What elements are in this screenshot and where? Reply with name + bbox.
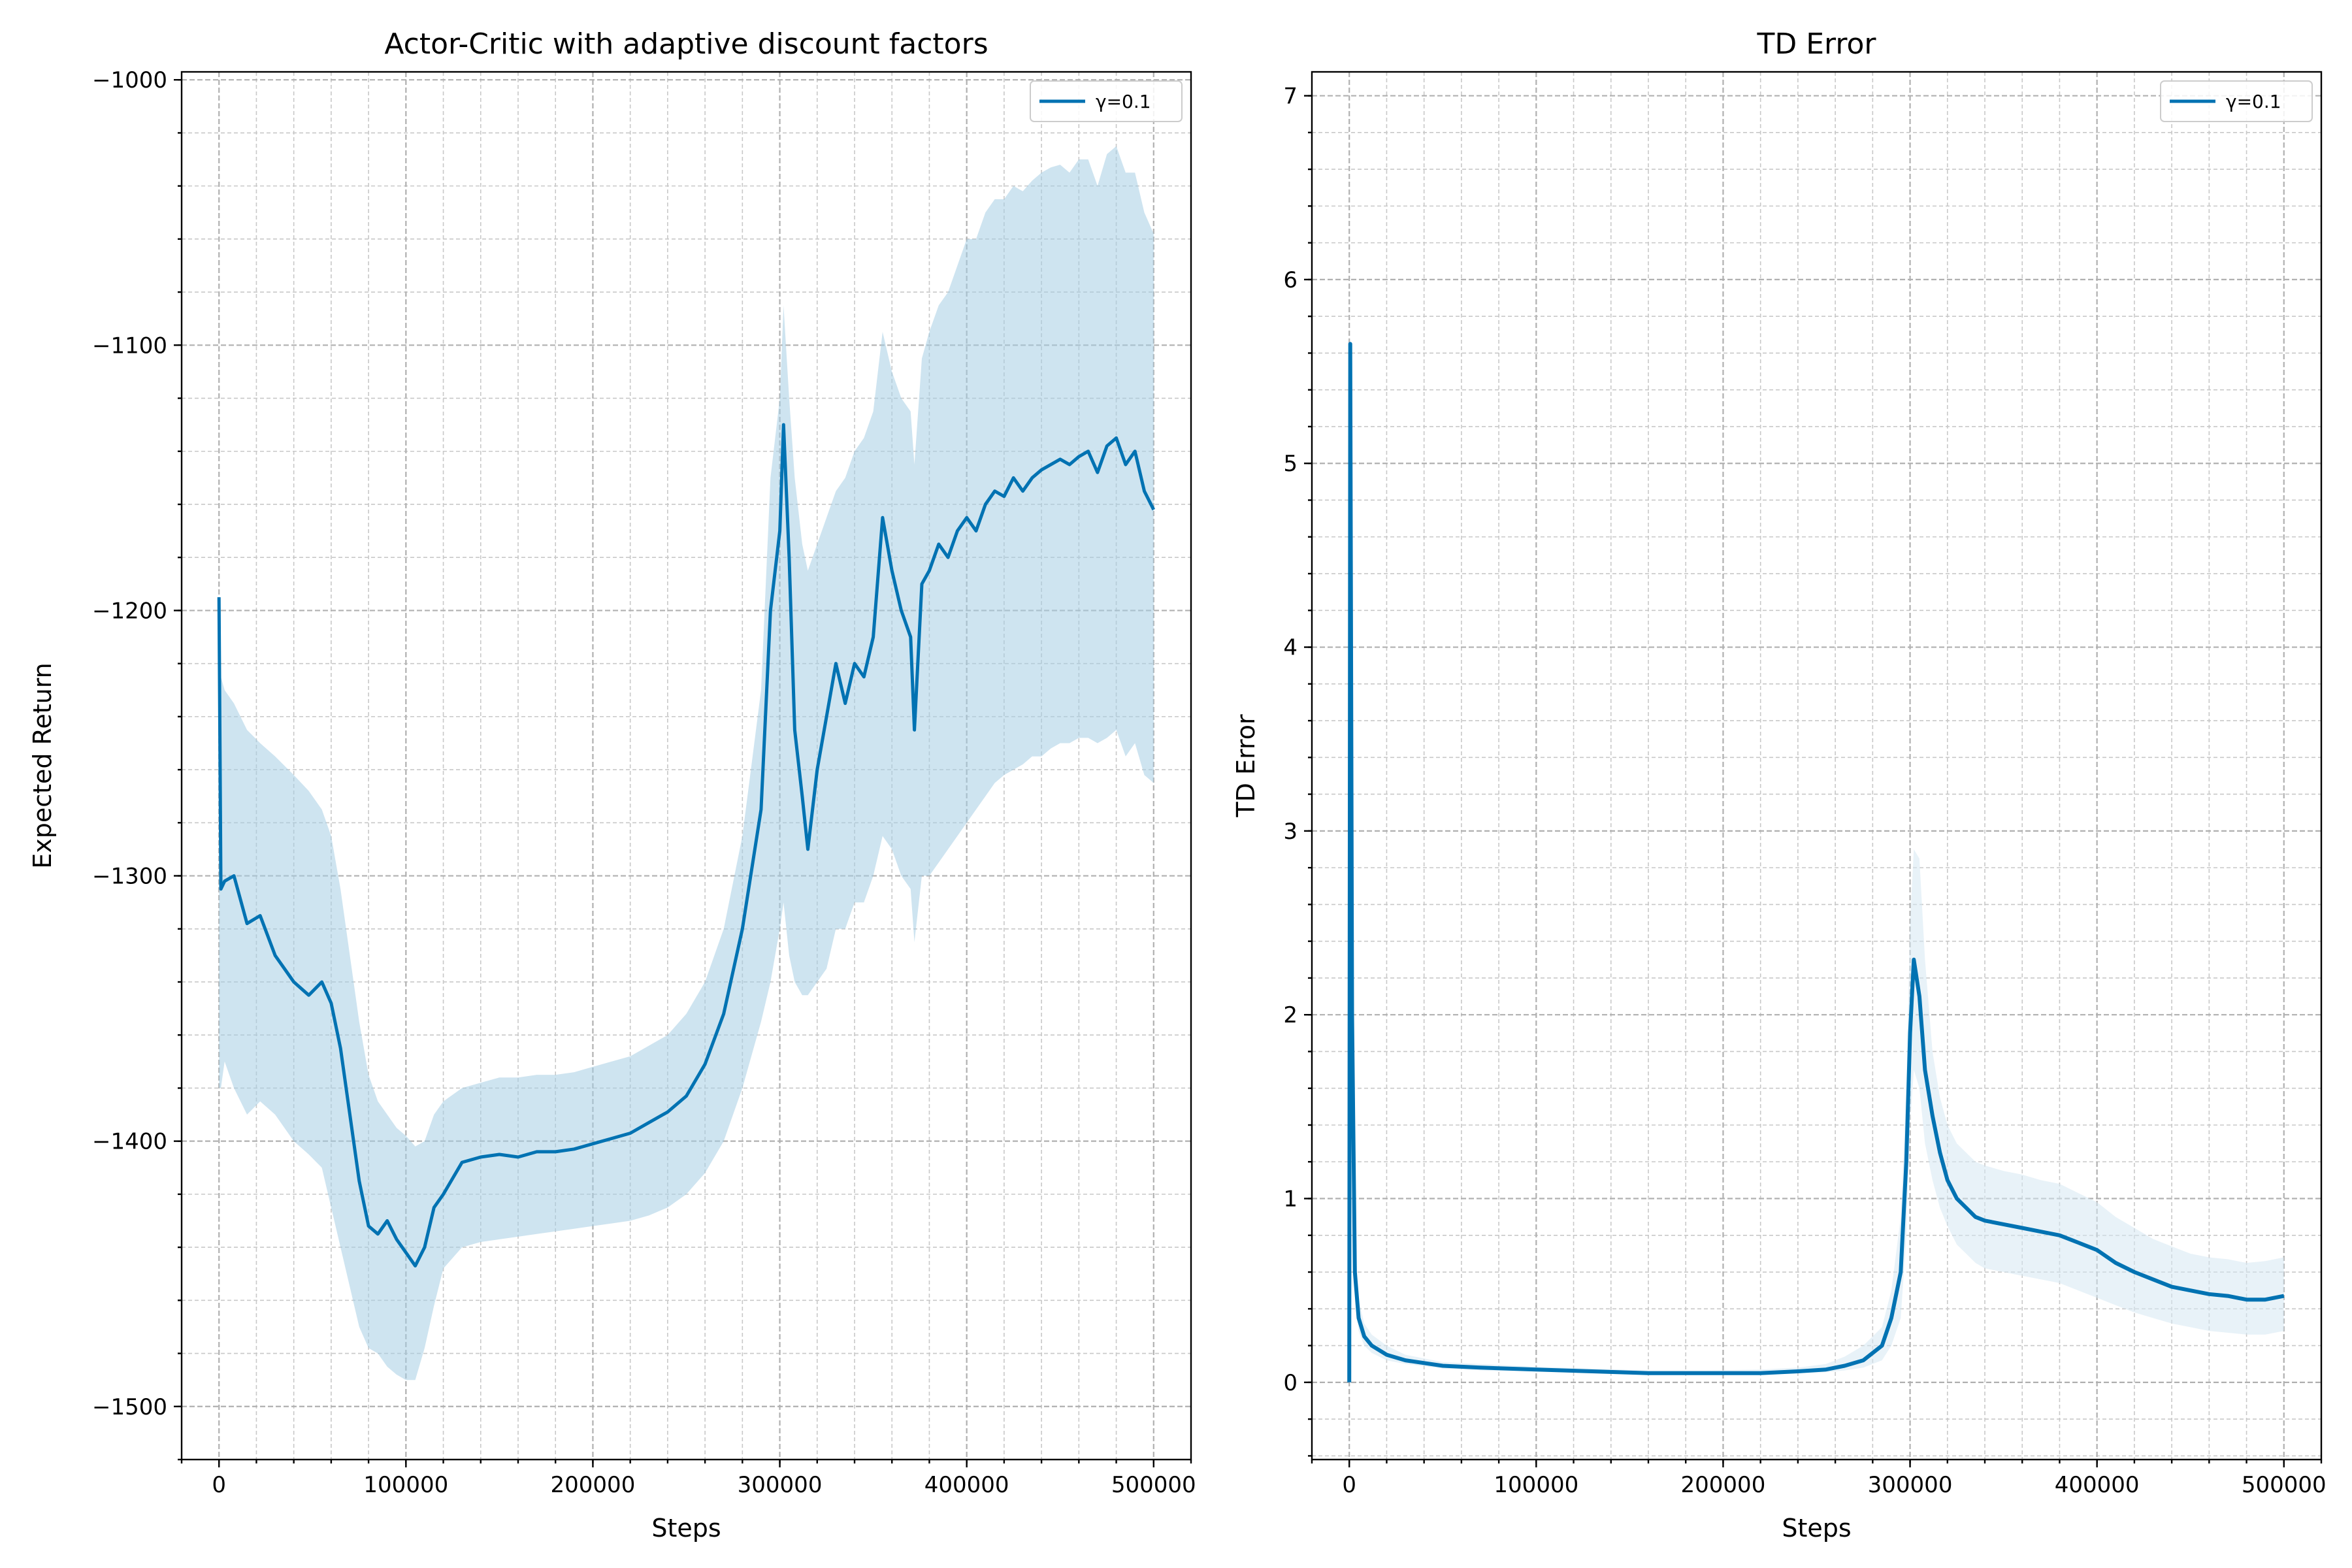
y-tick-label: −1300 [92, 864, 167, 890]
x-tick-label: 400000 [924, 1472, 1009, 1498]
x-tick-label: 200000 [551, 1472, 636, 1498]
x-tick-label: 100000 [363, 1472, 448, 1498]
y-tick-label: 0 [1283, 1370, 1298, 1396]
legend-label: γ=0.1 [2226, 91, 2281, 112]
legend: γ=0.1 [2160, 80, 2313, 122]
y-tick-label: 7 [1283, 84, 1298, 110]
x-tick-label: 0 [1342, 1472, 1356, 1498]
x-tick-label: 300000 [1868, 1472, 1953, 1498]
x-axis-label: Steps [651, 1514, 721, 1543]
chart-panel-2: 0 100000 200000 300000 400000 500000 0 1 2 3 4 5 6 7 T… [1232, 27, 2327, 1543]
x-axis-label: Steps [1782, 1514, 1851, 1543]
x-tick-label: 200000 [1681, 1472, 1766, 1498]
series-line-1 [217, 423, 1156, 1267]
y-tick-label: −1200 [92, 598, 167, 624]
series-band-1 [219, 146, 1154, 1380]
plot-frame [180, 71, 1192, 1461]
y-tick-label: 2 [1283, 1002, 1298, 1028]
y-tick-label: 6 [1283, 267, 1298, 293]
legend-label: γ=0.1 [1096, 91, 1151, 112]
series-line-1 [1347, 342, 2285, 1382]
chart-panel-1: 0 100000 200000 300000 400000 500000 −1500 −140… [28, 27, 1196, 1543]
x-tick-label: 400000 [2055, 1472, 2140, 1498]
y-tick-label: −1500 [92, 1394, 167, 1420]
x-tick-label: 500000 [1111, 1472, 1196, 1498]
plot-frame [1311, 71, 2323, 1461]
legend: γ=0.1 [1030, 80, 1183, 122]
legend-box [2160, 80, 2313, 122]
y-tick-label: 5 [1283, 451, 1298, 477]
y-tick-label: −1400 [92, 1129, 167, 1155]
x-tick-label: 0 [212, 1472, 226, 1498]
y-axis-label: TD Error [1232, 714, 1260, 818]
y-tick-label: 4 [1283, 635, 1298, 661]
x-tick-label: 100000 [1494, 1472, 1578, 1498]
series-band-1 [1349, 344, 2284, 1382]
x-tick-label: 300000 [738, 1472, 823, 1498]
x-tick-label: 500000 [2242, 1472, 2327, 1498]
chart-title: TD Error [1757, 27, 1877, 61]
y-tick-label: 1 [1283, 1186, 1298, 1213]
chart-title: Actor-Critic with adaptive discount fact… [384, 27, 988, 61]
y-tick-label: 3 [1283, 819, 1298, 845]
y-tick-label: −1000 [92, 67, 167, 93]
y-tick-label: −1100 [92, 333, 167, 359]
legend-box [1030, 80, 1183, 122]
y-axis-label: Expected Return [28, 662, 57, 868]
